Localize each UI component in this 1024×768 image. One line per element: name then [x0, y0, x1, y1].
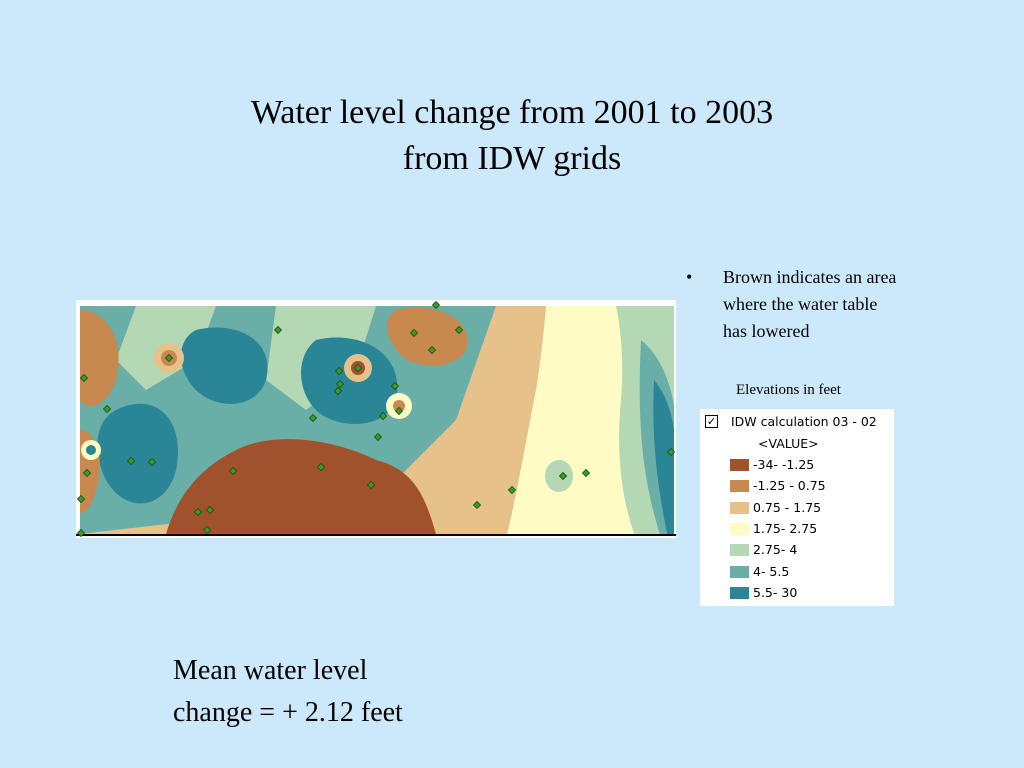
legend-class-label: 5.5- 30 [753, 584, 798, 600]
legend-class-label: -34- -1.25 [753, 457, 815, 472]
well-point [378, 411, 388, 421]
well-point [373, 432, 383, 442]
well-point [427, 345, 437, 355]
well-point [581, 468, 591, 478]
legend-swatch [730, 544, 749, 557]
title-line-2: from IDW grids [402, 140, 622, 177]
mean-line-2: change = + 2.12 feet [173, 697, 403, 728]
well-point [76, 528, 86, 538]
bullet-line-2: where the water table [723, 294, 878, 314]
well-point [431, 300, 441, 310]
well-point [193, 507, 203, 517]
well-point [76, 494, 86, 504]
legend-class-label: 4- 5.5 [753, 563, 790, 579]
bullet-line-1: Brown indicates an area [723, 267, 897, 287]
zone-ring-4-core [86, 445, 96, 455]
zone-west-deep [97, 403, 178, 504]
well-point [334, 366, 344, 376]
legend-class-row: 4- 5.5 [730, 564, 789, 580]
well-point [390, 381, 400, 391]
legend-class-row: 0.75 - 1.75 [730, 500, 821, 516]
field-name: <VALUE> [758, 436, 819, 451]
legend-swatch [730, 501, 749, 514]
well-point [273, 325, 283, 335]
zone-ring-3-core [393, 400, 405, 412]
slide-title: Water level change from 2001 to 2003 fro… [112, 90, 912, 182]
well-point [164, 353, 174, 363]
map-legend: ✓ IDW calculation 03 - 02 <VALUE> -34- -… [700, 409, 894, 606]
bullet-line-3: has lowered [723, 321, 810, 341]
legend-swatch [730, 522, 749, 535]
well-point [316, 462, 326, 472]
layer-name: IDW calculation 03 - 02 [731, 414, 877, 429]
legend-swatch [730, 586, 749, 599]
legend-class-row: 2.75- 4 [730, 542, 797, 558]
well-points [76, 300, 676, 538]
zone-south-drop [166, 439, 436, 534]
bullet-item: • Brown indicates an area where the wate… [686, 264, 966, 345]
mean-line-1: Mean water level [173, 655, 368, 686]
well-point [147, 457, 157, 467]
well-point [202, 525, 212, 535]
well-point [205, 505, 215, 515]
zone-west-brown [80, 310, 119, 406]
zone-east-deep [653, 380, 674, 534]
zone-ne-brown [386, 307, 468, 366]
bullet-list: • Brown indicates an area where the wate… [686, 264, 966, 345]
elevations-label: Elevations in feet [736, 382, 841, 398]
well-point [353, 363, 363, 373]
layer-checkbox[interactable]: ✓ [705, 415, 718, 428]
well-point [558, 471, 568, 481]
idw-map [76, 300, 676, 538]
well-point [333, 386, 343, 396]
legend-class-label: 1.75- 2.75 [753, 520, 818, 536]
bullet-marker: • [686, 267, 693, 287]
well-point [126, 456, 136, 466]
well-point [666, 447, 676, 457]
legend-class-row: -34- -1.25 [730, 457, 814, 473]
title-line-1: Water level change from 2001 to 2003 [250, 94, 774, 131]
idw-map-canvas [76, 300, 676, 538]
well-point [79, 373, 89, 383]
mean-change-text: Mean water level change = + 2.12 feet [173, 650, 403, 734]
well-point [394, 406, 404, 416]
well-point [454, 325, 464, 335]
well-point [366, 480, 376, 490]
well-point [82, 468, 92, 478]
well-point [102, 404, 112, 414]
well-point [308, 413, 318, 423]
well-point [409, 328, 419, 338]
zone-n-deep [301, 337, 398, 424]
legend-class-row: 5.5- 30 [730, 585, 797, 601]
well-point [228, 466, 238, 476]
well-point [507, 485, 517, 495]
legend-class-label: 0.75 - 1.75 [753, 499, 822, 515]
legend-swatch [730, 459, 749, 471]
legend-class-label: 2.75- 4 [753, 542, 798, 558]
legend-class-label: -1.25 - 0.75 [753, 478, 826, 494]
legend-class-row: 1.75- 2.75 [730, 521, 817, 537]
legend-swatch [730, 480, 749, 493]
well-point [335, 379, 345, 389]
well-point [472, 500, 482, 510]
legend-class-row: -1.25 - 0.75 [730, 478, 826, 494]
legend-swatch [730, 565, 749, 578]
zone-nw-deep [181, 327, 268, 404]
